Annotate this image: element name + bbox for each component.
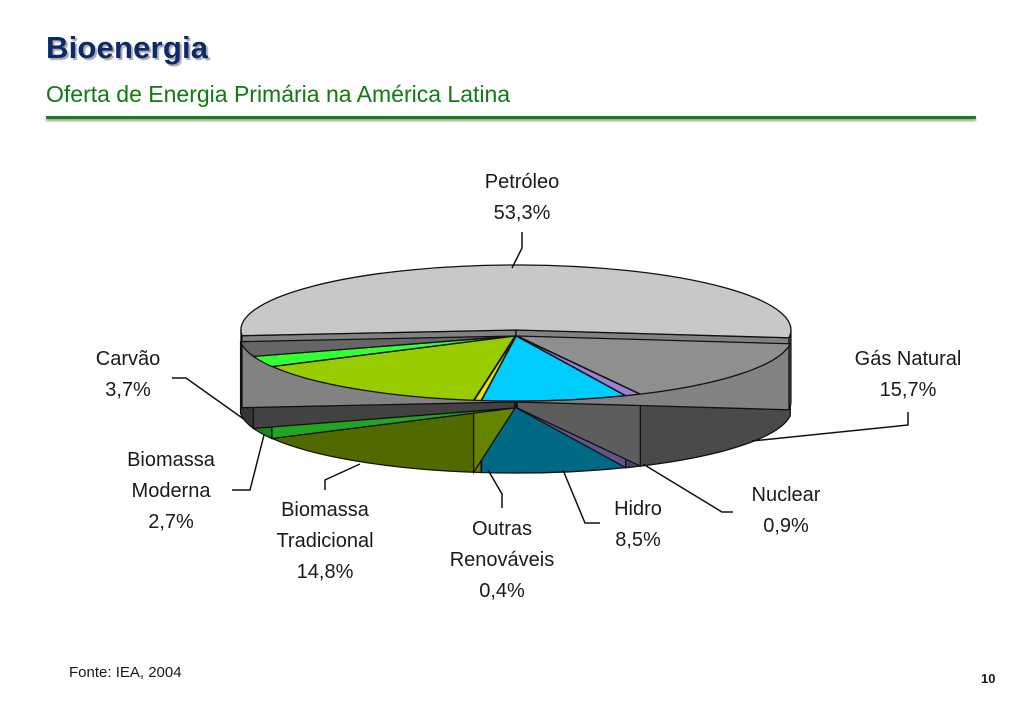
slice-petroleo — [240, 264, 792, 339]
source-note: Fonte: IEA, 2004 — [69, 664, 182, 681]
label-hidro: Hidro 8,5% — [614, 498, 662, 551]
label-name-biomassa-tradicional: Tradicional — [276, 530, 373, 552]
leader-carvao — [172, 377, 246, 421]
label-biomassa-tradicional: Biomassa Tradicional 14,8% — [276, 499, 373, 583]
label-value-carvao: 3,7% — [105, 379, 151, 401]
label-gas-natural: Gás Natural 15,7% — [855, 348, 962, 401]
label-name-outras-renovaveis: Renováveis — [450, 549, 555, 571]
slice-gas-natural — [516, 335, 791, 395]
slice-carvao — [239, 335, 516, 358]
leader-lines — [172, 232, 909, 524]
label-name-biomassa-tradicional: Biomassa — [281, 499, 370, 521]
pie-body — [239, 264, 792, 475]
page-number: 10 — [981, 671, 996, 686]
label-outras-renovaveis: Outras Renováveis 0,4% — [450, 518, 555, 602]
slice-hidro — [480, 335, 626, 402]
label-value-petroleo: 53,3% — [494, 202, 551, 224]
leader-nuclear — [642, 463, 733, 513]
slide-title: Bioenergia — [46, 30, 209, 65]
label-name-biomassa-moderna: Moderna — [132, 480, 212, 502]
label-nuclear: Nuclear 0,9% — [752, 484, 821, 537]
slice-labels: Petróleo 53,3% Gás Natural 15,7% Nuclear 0,9%… — [96, 171, 962, 602]
label-name-petroleo: Petróleo — [485, 171, 560, 193]
label-name-hidro: Hidro — [614, 498, 662, 520]
label-carvao: Carvão 3,7% — [96, 348, 160, 401]
slide-subtitle: Oferta de Energia Primária na América La… — [46, 81, 511, 107]
leader-biomassa-tradicional — [324, 463, 361, 490]
label-biomassa-moderna: Biomassa Moderna 2,7% — [127, 449, 216, 533]
label-value-gas-natural: 15,7% — [880, 379, 937, 401]
label-name-carvao: Carvão — [96, 348, 160, 370]
label-value-biomassa-moderna: 2,7% — [148, 511, 194, 533]
label-name-nuclear: Nuclear — [752, 484, 821, 506]
label-value-outras-renovaveis: 0,4% — [479, 580, 525, 602]
label-name-biomassa-moderna: Biomassa — [127, 449, 216, 471]
title-divider — [46, 116, 976, 119]
leader-biomassa-moderna — [232, 434, 265, 491]
slice-biomassa-tradicional — [271, 335, 516, 401]
leader-outras-renovaveis — [487, 469, 503, 508]
label-value-nuclear: 0,9% — [763, 515, 809, 537]
leader-petroleo — [511, 232, 523, 269]
leader-gas-natural — [751, 412, 909, 442]
label-name-gas-natural: Gás Natural — [855, 348, 962, 370]
label-petroleo: Petróleo 53,3% — [485, 171, 560, 224]
label-name-outras-renovaveis: Outras — [472, 518, 532, 540]
leader-hidro — [562, 469, 600, 524]
label-value-biomassa-tradicional: 14,8% — [297, 561, 354, 583]
label-value-hidro: 8,5% — [615, 529, 661, 551]
